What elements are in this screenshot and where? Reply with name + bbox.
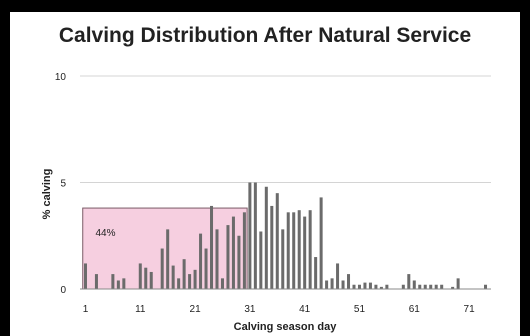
- bar: [270, 205, 274, 289]
- bar: [231, 216, 235, 289]
- bar: [138, 263, 142, 289]
- y-tick-label: 10: [55, 72, 67, 83]
- bar: [297, 210, 301, 289]
- bar: [171, 265, 175, 289]
- bar: [111, 274, 115, 289]
- bar: [368, 282, 372, 289]
- bar: [275, 193, 279, 289]
- bar: [144, 267, 148, 289]
- bar: [188, 274, 192, 289]
- bar: [182, 259, 186, 289]
- bar: [248, 182, 252, 289]
- bar: [116, 280, 120, 289]
- bar: [253, 182, 257, 289]
- bar: [160, 248, 164, 289]
- x-tick-label: 41: [299, 304, 311, 315]
- x-tick-label: 71: [464, 304, 476, 315]
- bar: [423, 284, 427, 289]
- bar: [226, 225, 230, 289]
- bar: [336, 263, 340, 289]
- x-tick-label: 1: [83, 304, 89, 315]
- bar: [220, 278, 224, 289]
- bar: [83, 263, 87, 289]
- bar: [204, 248, 208, 289]
- bar: [418, 284, 422, 289]
- bar: [242, 212, 246, 289]
- bar: [401, 284, 405, 289]
- x-tick-label: 11: [135, 304, 146, 315]
- x-tick-label: 31: [244, 304, 256, 315]
- bar: [319, 197, 323, 289]
- bar: [325, 280, 329, 289]
- bar: [237, 235, 241, 289]
- bar: [286, 212, 290, 289]
- bar: [210, 205, 214, 289]
- bar: [451, 286, 455, 289]
- y-tick-label: 5: [60, 179, 66, 190]
- x-tick-label: 51: [354, 304, 366, 315]
- bar: [330, 278, 334, 289]
- bar: [122, 278, 126, 289]
- bar: [347, 274, 351, 289]
- bar: [363, 282, 367, 289]
- bar: [407, 274, 411, 289]
- bar: [215, 229, 219, 289]
- bar: [281, 229, 285, 289]
- bar: [484, 284, 488, 289]
- bar: [357, 284, 361, 289]
- bar: [149, 271, 153, 289]
- bar: [166, 229, 170, 289]
- chart-title: Calving Distribution After Natural Servi…: [58, 24, 472, 47]
- bar: [440, 284, 444, 289]
- bar: [352, 284, 356, 289]
- bar: [94, 274, 98, 289]
- highlight-label: 44%: [95, 228, 115, 239]
- bar: [412, 280, 416, 289]
- bar: [177, 278, 181, 289]
- highlight-region: [82, 207, 248, 290]
- chart-frame: Calving Distribution After Natural Servi…: [10, 12, 520, 336]
- bar: [429, 284, 433, 289]
- bar: [259, 231, 263, 289]
- bar: [374, 284, 378, 289]
- bar: [341, 280, 345, 289]
- y-axis-title: % calving: [41, 169, 53, 220]
- bar: [385, 284, 389, 289]
- bar: [199, 233, 203, 289]
- bar: [456, 278, 460, 289]
- x-tick-label: 61: [409, 304, 421, 315]
- bar: [193, 269, 197, 289]
- y-tick-label: 0: [60, 285, 66, 296]
- x-tick-label: 21: [190, 304, 202, 315]
- x-axis-title: Calving season day: [234, 321, 338, 333]
- bar: [303, 216, 307, 289]
- bar: [434, 284, 438, 289]
- bar: [292, 212, 296, 289]
- bar: [308, 210, 312, 289]
- bar: [264, 186, 268, 289]
- bar: [314, 257, 318, 289]
- bar: [379, 286, 383, 289]
